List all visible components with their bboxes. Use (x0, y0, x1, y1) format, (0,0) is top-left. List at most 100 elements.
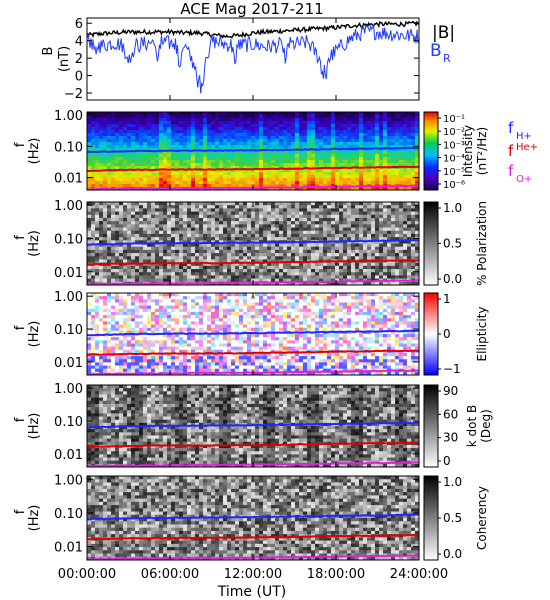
spectrogram-cell (147, 151, 152, 155)
spectrogram-cell (311, 224, 316, 228)
spectrogram-cell (143, 327, 148, 332)
spectrogram-cell (235, 178, 240, 182)
spectrogram-cell (343, 136, 348, 140)
spectrogram-cell (143, 121, 148, 125)
spectrogram-cell (239, 202, 244, 206)
spectrogram-cell (163, 311, 168, 316)
spectrogram-cell (315, 269, 320, 273)
spectrogram-cell (291, 230, 296, 235)
spectrogram-cell (391, 124, 396, 128)
spectrogram-cell (95, 305, 100, 310)
spectrogram-cell (287, 272, 292, 276)
spectrogram-cell (95, 318, 100, 322)
spectrogram-cell (119, 124, 124, 128)
spectrogram-cell (247, 246, 252, 251)
spectrogram-cell (243, 214, 248, 219)
spectrogram-cell (239, 181, 244, 185)
spectrogram-cell (171, 272, 176, 276)
spectrogram-cell (403, 224, 408, 228)
spectrogram-cell (331, 163, 336, 167)
spectrogram-cell (247, 169, 252, 173)
spectrogram-cell (99, 240, 104, 244)
spectrogram-cell (339, 127, 344, 131)
spectrogram-cell (87, 265, 92, 270)
spectrogram-cell (115, 259, 120, 263)
spectrogram-cell (223, 214, 228, 219)
spectrogram-cell (87, 224, 92, 228)
spectrogram-cell (371, 139, 376, 143)
spectrogram-cell (175, 275, 180, 279)
spectrogram-cell (383, 208, 388, 212)
spectrogram-cell (283, 163, 288, 167)
spectrogram-cell (247, 208, 252, 212)
spectrogram-cell (107, 315, 112, 319)
spectrogram-cell (347, 172, 352, 176)
spectrogram-cell (219, 130, 224, 134)
spectrogram-cell (87, 302, 92, 306)
spectrogram-cell (359, 243, 364, 247)
spectrogram-cell (115, 249, 120, 254)
spectrogram-cell (331, 151, 336, 155)
spectrogram-cell (387, 230, 392, 235)
spectrogram-cell (387, 265, 392, 270)
spectrogram-cell (183, 217, 188, 222)
spectrogram-cell (315, 121, 320, 125)
spectrogram-cell (147, 340, 152, 344)
spectrogram-cell (151, 346, 156, 351)
spectrogram-cell (303, 112, 308, 116)
spectrogram-cell (187, 272, 192, 276)
spectrogram-cell (355, 124, 360, 128)
spectrogram-cell (235, 262, 240, 267)
spectrogram-cell (143, 221, 148, 225)
spectrogram-cell (91, 208, 96, 212)
spectrogram-cell (359, 160, 364, 164)
spectrogram-cell (403, 169, 408, 173)
spectrogram-cell (115, 181, 120, 185)
spectrogram-cell (231, 172, 236, 176)
spectrogram-cell (391, 281, 396, 286)
spectrogram-cell (259, 115, 264, 119)
spectrogram-cell (91, 124, 96, 128)
spectrogram-cell (111, 160, 116, 164)
spectrogram-cell (155, 265, 160, 270)
spectrogram-cell (271, 142, 276, 146)
spectrogram-cell (359, 178, 364, 182)
spectrogram-cell (187, 160, 192, 164)
spectrogram-cell (251, 178, 256, 182)
spectrogram-cell (223, 243, 228, 247)
spectrogram-cell (367, 163, 372, 167)
spectrogram-cell (143, 315, 148, 319)
spectrogram-cell (167, 243, 172, 247)
spectrogram-cell (147, 221, 152, 225)
spectrogram-cell (383, 246, 388, 251)
spectrogram-cell (175, 136, 180, 140)
spectrogram-cell (403, 127, 408, 131)
spectrogram-cell (339, 246, 344, 251)
spectrogram-cell (191, 112, 196, 116)
spectrogram-cell (335, 136, 340, 140)
spectrogram-cell (227, 227, 232, 232)
spectrogram-cell (367, 118, 372, 122)
spectrogram-cell (91, 237, 96, 241)
spectrogram-cell (231, 205, 236, 209)
spectrogram-cell (283, 211, 288, 216)
spectrogram-cell (291, 163, 296, 167)
spectrogram-cell (91, 136, 96, 140)
spectrogram-cell (139, 157, 144, 161)
spectrogram-cell (159, 145, 164, 149)
spectrogram-cell (147, 124, 152, 128)
spectrogram-cell (291, 202, 296, 206)
spectrogram-cell (163, 368, 168, 373)
spectrogram-cell (147, 275, 152, 279)
spectrogram-cell (207, 133, 212, 137)
spectrogram-cell (395, 249, 400, 254)
spectrogram-cell (331, 253, 336, 257)
spectrogram-cell (151, 318, 156, 322)
spectrogram-cell (335, 154, 340, 158)
spectrogram-cell (327, 246, 332, 251)
spectrogram-cell (167, 334, 172, 338)
spectrogram-cell (199, 139, 204, 143)
spectrogram-cell (275, 221, 280, 225)
spectrogram-cell (327, 178, 332, 182)
spectrogram-cell (211, 184, 216, 188)
